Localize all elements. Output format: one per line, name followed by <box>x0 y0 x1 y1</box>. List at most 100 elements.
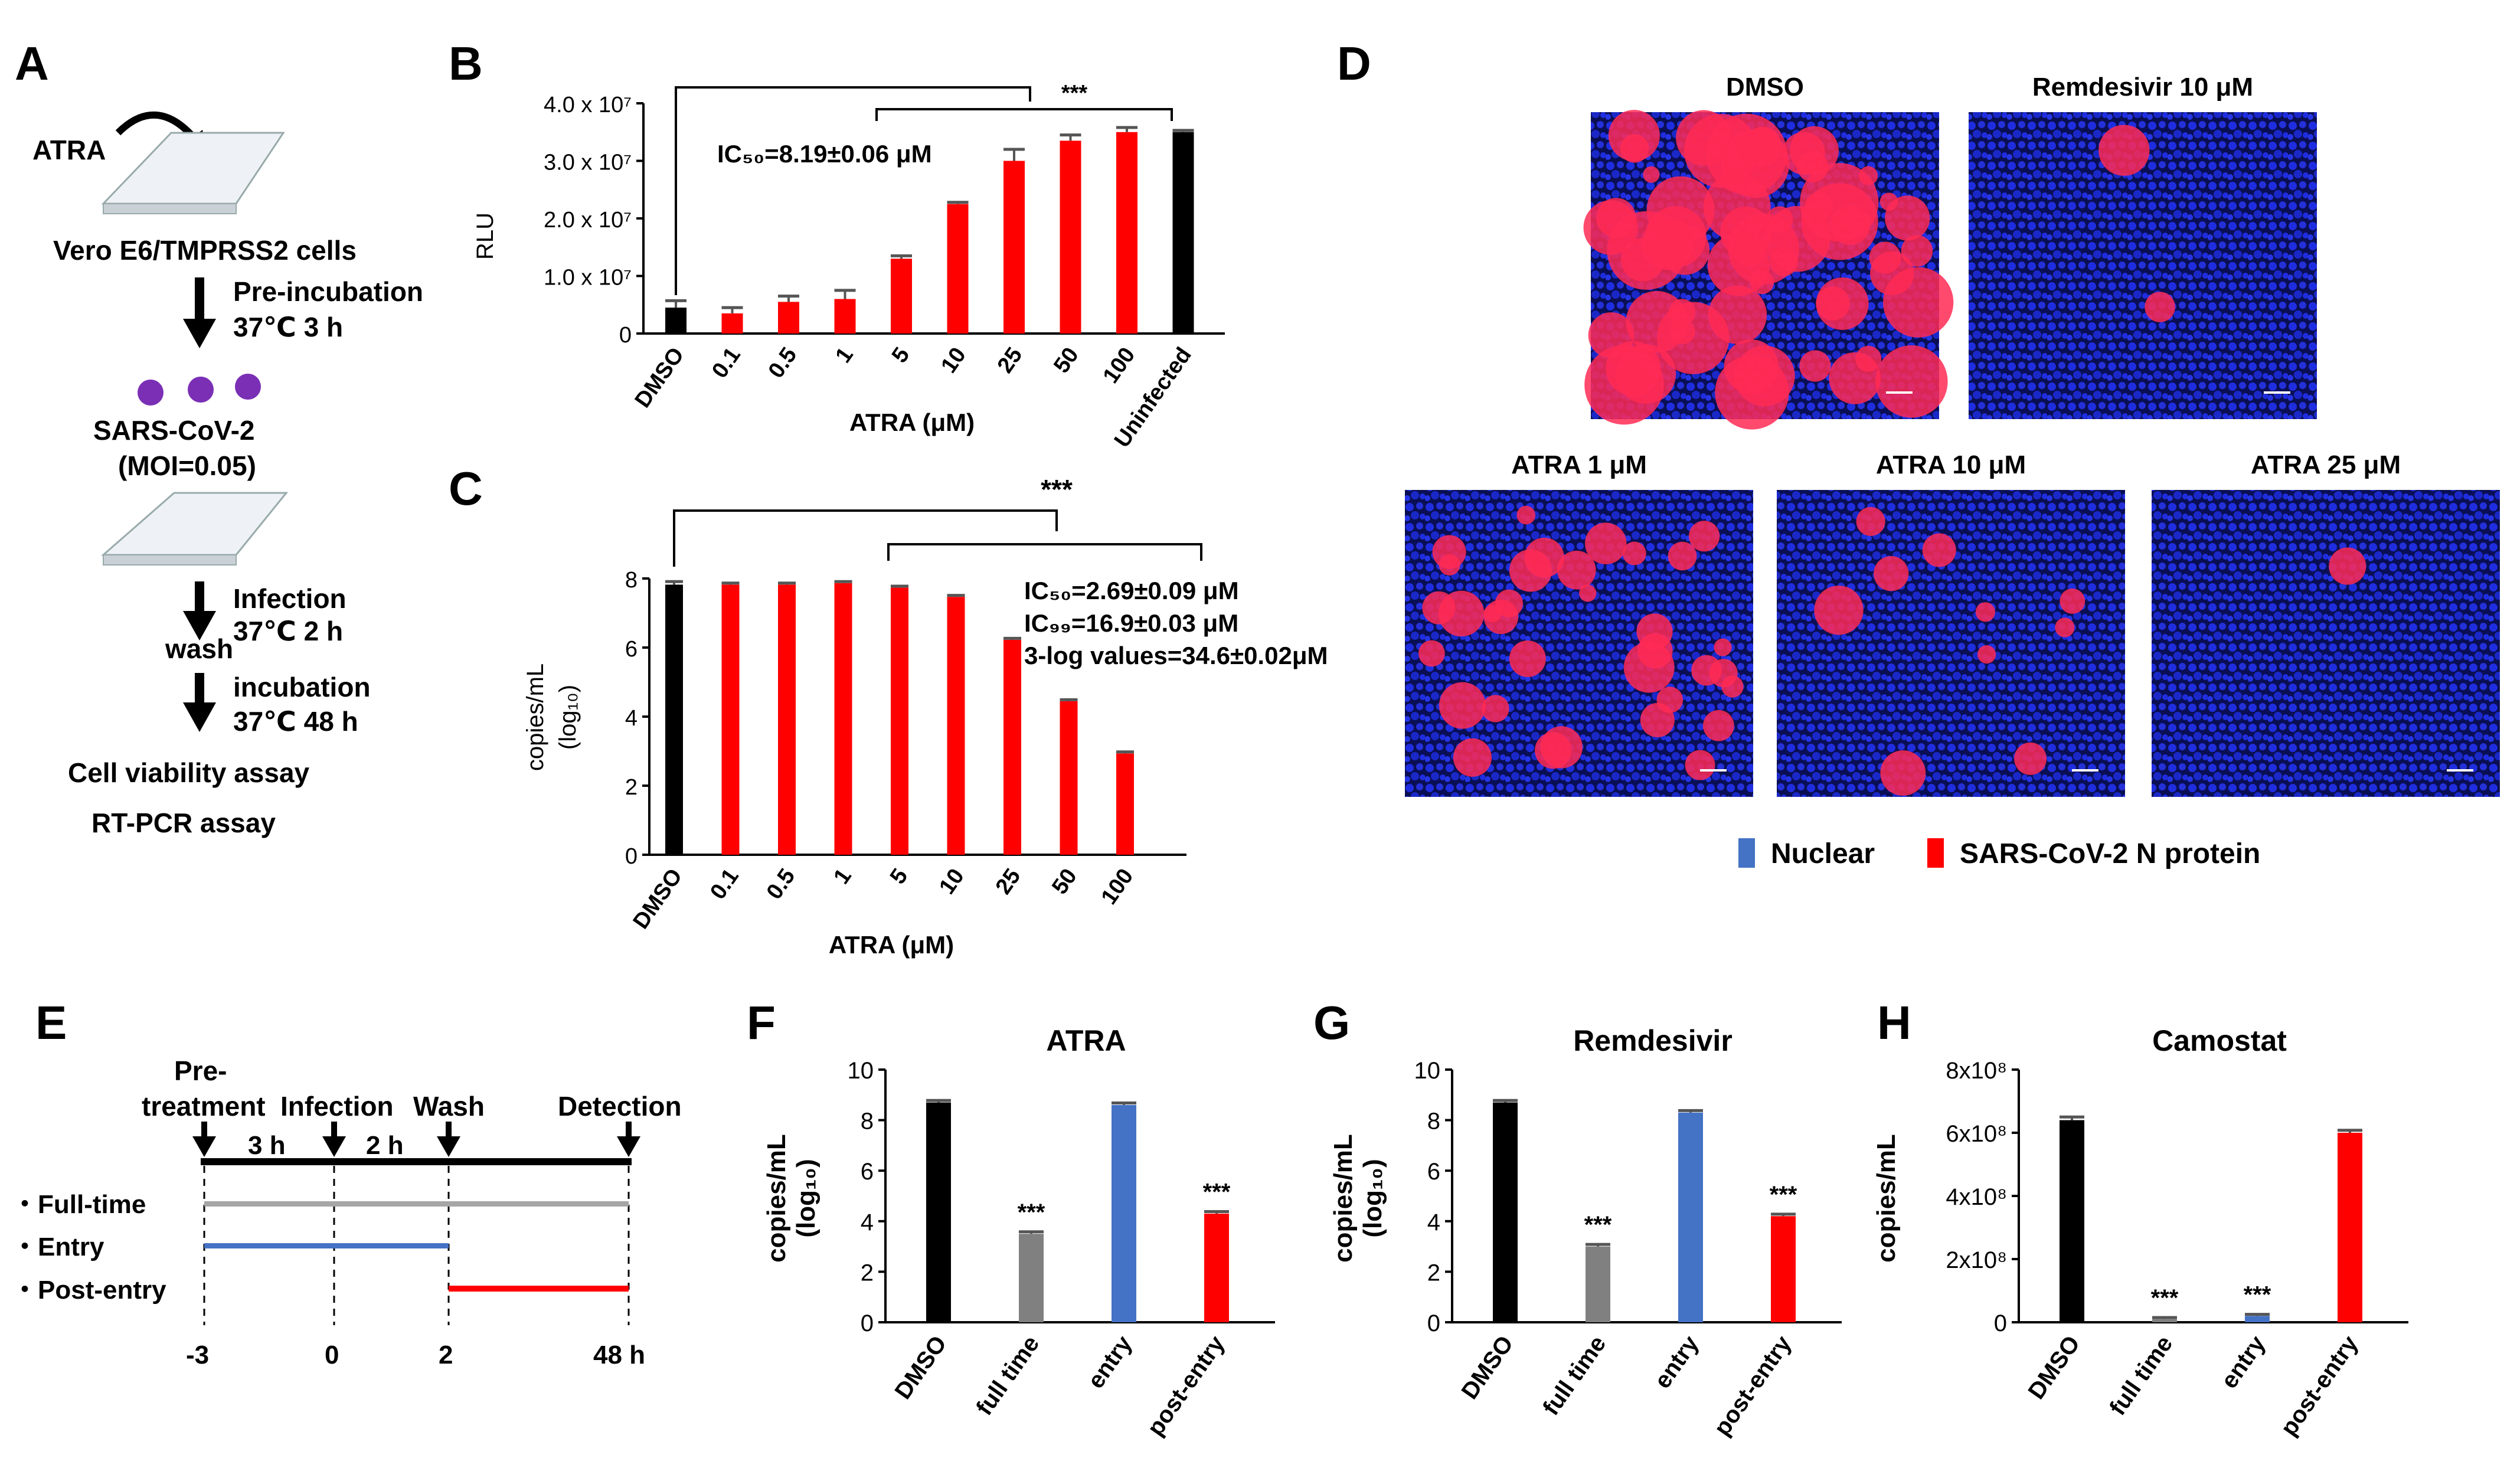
significance-label: *** <box>1770 1182 1797 1208</box>
significance-bracket <box>875 108 1173 121</box>
infected-cell <box>1977 645 1996 664</box>
x-tick-label: post-entry <box>1142 1331 1230 1440</box>
infected-cell <box>2060 589 2085 614</box>
x-tick-label: 1 <box>831 343 858 367</box>
y-tick-label: 10 <box>1414 1058 1441 1084</box>
infected-cell <box>1874 555 1909 591</box>
y-tick-label: 2.0 x 10⁷ <box>544 208 632 233</box>
bar <box>1003 640 1021 855</box>
x-tick-label: 10 <box>936 343 971 378</box>
significance-label: *** <box>2151 1285 2179 1311</box>
infected-cell <box>1859 166 1878 185</box>
y-tick-label: 4 <box>861 1210 874 1235</box>
infected-cell <box>1482 695 1509 723</box>
x-tick-label: 50 <box>1049 343 1084 378</box>
x-tick-label: 0.5 <box>764 343 802 383</box>
chart-g: 0 2 4 6 8 10 DMSO full time *** entry post-entry **… <box>1329 1024 1842 1440</box>
infected-cell <box>2329 547 2366 585</box>
y-tick-label: 2x10⁸ <box>1946 1247 2007 1273</box>
significance-label: *** <box>1061 81 1088 106</box>
infection-label: Infection <box>233 583 347 614</box>
bar <box>1172 132 1194 334</box>
infected-cell <box>1585 522 1627 564</box>
incubation-temp: 37℃ 48 h <box>233 706 358 737</box>
significance-bracket <box>673 509 1058 567</box>
panel-letter-f: F <box>747 996 776 1049</box>
bar <box>1003 161 1025 334</box>
y-tick-label: 8 <box>625 568 638 593</box>
x-tick-label: full time <box>2104 1331 2178 1420</box>
y-tick-label: 6 <box>625 637 638 662</box>
infected-cell <box>1707 234 1770 296</box>
infected-cell <box>1439 682 1486 729</box>
infected-cell <box>1703 710 1734 741</box>
x-axis-title: ATRA (μM) <box>849 408 975 436</box>
y-tick-label: 4.0 x 10⁷ <box>544 93 632 117</box>
bar <box>834 299 856 334</box>
micrograph-image <box>1777 490 2125 797</box>
infected-cell <box>1516 505 1536 525</box>
x-tick-label: 10 <box>934 864 969 899</box>
infected-cell <box>1901 235 1933 267</box>
x-tick-label: 5 <box>887 343 915 367</box>
y-axis-title: (log₁₀) <box>555 685 581 750</box>
y-axis-title: copies/mL <box>762 1134 791 1263</box>
bar-full-time <box>204 1201 629 1207</box>
infected-cell <box>1875 345 1948 418</box>
infected-cell <box>1829 352 1881 404</box>
infected-cell <box>1714 638 1732 656</box>
ic-annotation: IC₅₀=2.69±0.09 μM <box>1024 577 1239 604</box>
y-tick-label: 8 <box>861 1109 874 1135</box>
significance-label: *** <box>1203 1179 1231 1205</box>
x-tick-label: entry <box>1649 1331 1704 1393</box>
x-axis-title: ATRA (μM) <box>829 931 954 959</box>
x-tick-label: DMSO <box>890 1331 952 1404</box>
bar <box>891 259 912 334</box>
timeline-bar <box>201 1158 632 1165</box>
ic50-annotation: IC₅₀=8.19±0.06 μM <box>717 140 932 168</box>
y-axis-title: (log₁₀) <box>792 1159 821 1237</box>
micrograph-title: ATRA 10 μM <box>1876 450 2026 479</box>
label-pre: Pre- <box>174 1055 227 1086</box>
infected-cell <box>1883 267 1954 338</box>
y-tick-label: 3.0 x 10⁷ <box>544 151 632 175</box>
infected-cell <box>2055 617 2075 638</box>
virus-label: SARS-CoV-2 <box>93 415 254 446</box>
down-arrow-icon <box>183 277 216 348</box>
row-post-entry: ・Post-entry <box>12 1276 166 1305</box>
micrograph-title: Remdesivir 10 μM <box>2032 73 2253 102</box>
infected-cell <box>1799 350 1831 382</box>
incubation-label: incubation <box>233 672 371 702</box>
bar <box>665 584 683 855</box>
y-axis-title: RLU <box>472 213 498 260</box>
pre-incubation-label: Pre-incubation <box>233 276 423 307</box>
chart-c: 0 2 4 6 8 DMSO 0.1 0.5 1 5 10 25 50 100 copies/mL (log₁… <box>522 474 1328 959</box>
infected-cell <box>2014 742 2047 775</box>
significance-label: *** <box>1584 1212 1612 1238</box>
y-tick-label: 0 <box>861 1310 874 1336</box>
infected-cell <box>1646 176 1715 244</box>
bar <box>721 313 743 334</box>
micrograph-title: ATRA 1 μM <box>1511 450 1647 479</box>
x-tick-label: 0.1 <box>707 343 746 383</box>
tick-0: 0 <box>325 1341 339 1369</box>
chart-h: 0 2x10⁸ 4x10⁸ 6x10⁸ 8x10⁸ DMSO full time *** ent… <box>1872 1024 2408 1440</box>
wash-label: wash <box>165 633 233 664</box>
x-tick-label: 0.5 <box>762 864 800 904</box>
panel-letter: D <box>1337 37 1371 90</box>
y-tick-label: 0 <box>625 844 638 869</box>
infected-cell <box>1922 533 1956 567</box>
bar <box>1116 753 1134 855</box>
infected-cell <box>1975 602 1996 622</box>
significance-bracket <box>675 86 1031 295</box>
chart-f: 0 2 4 6 8 10 DMSO full time *** entry post-entry **… <box>762 1024 1275 1440</box>
bar-entry <box>204 1243 449 1248</box>
duration-infection: 2 h <box>366 1131 404 1160</box>
infected-cell <box>1495 589 1523 617</box>
significance-label: *** <box>1041 474 1073 505</box>
x-tick-label: 5 <box>885 864 913 888</box>
moi-label: (MOI=0.05) <box>118 450 256 481</box>
infected-cell <box>1622 541 1646 566</box>
row-full-time: ・Full-time <box>12 1190 146 1219</box>
